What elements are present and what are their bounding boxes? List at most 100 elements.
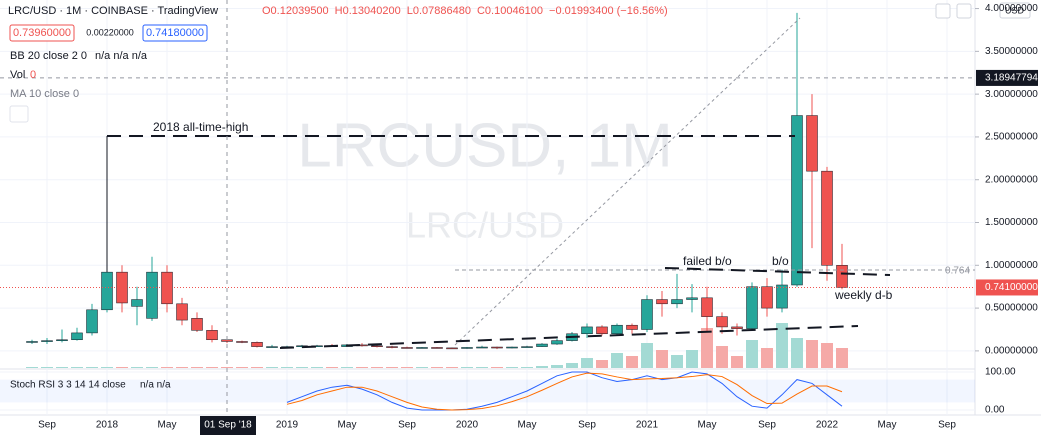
volume-bar [341,367,353,368]
volume-bar [656,350,668,368]
ohlc-value: −0.01993400 (−16.56%) [549,5,668,17]
volume-bar [101,367,113,368]
currency-select[interactable] [999,2,1031,19]
buy-button[interactable] [142,24,208,42]
candle-body [116,271,128,304]
candle-body [581,326,593,335]
candle-body [101,271,113,311]
volume-bar [506,367,518,368]
candle-body [671,299,683,305]
buy-price[interactable]: 0.74180000 [146,27,204,39]
volume-bar [731,356,743,368]
x-tick-label: May [698,420,717,431]
sell-button[interactable] [9,24,75,42]
watermark-pair: LRC/USD [406,205,564,246]
volume-bar [746,340,758,368]
candle-body [776,284,788,309]
stoch-line [286,372,843,411]
volume-bar [266,367,278,368]
candle-body [656,299,668,305]
y-tick-label: 0.50000000 [985,303,1038,314]
volume-bar [116,367,128,368]
volume-bar [671,355,683,368]
crosshair-price-box [976,69,1038,86]
volume-bar [761,348,773,368]
candle-body [146,271,158,319]
annotation: 2018 all-time-high [153,120,248,134]
x-tick-label: 2022 [816,420,839,431]
volume-bar [251,367,263,368]
candle-body [686,297,698,300]
annotation: 0.764 [945,266,970,277]
volume-bar [281,367,293,368]
y-tick-label: 1.50000000 [985,217,1038,228]
volume-bar [236,367,248,368]
x-tick-label: 2019 [276,420,299,431]
indicator-ma: MA 10 close 0 [10,88,79,100]
last-price-label: 0.74100000 [985,282,1038,293]
candle-body [746,286,758,329]
volume-bar [551,365,563,368]
volume-bar [296,367,308,368]
indicator-vol-value: 0 [30,69,36,81]
candle-body [191,318,203,331]
ohlc-value: O0.12039500 [262,5,329,17]
collapse-button[interactable] [9,105,29,123]
candle-body [431,347,443,349]
candle-body [731,326,743,329]
annotation: weekly d-b [834,288,893,302]
y-tick-label: 0.00000000 [985,346,1038,357]
candle-body [461,347,473,349]
stoch-line [286,371,843,411]
y-tick-label: 1.00000000 [985,260,1038,271]
candle-body [416,347,428,349]
volume-bar [131,367,143,368]
x-tick-label: Sep [578,420,596,431]
candle-body [221,339,233,342]
volume-bar [326,367,338,368]
x-tick-label: Sep [398,420,416,431]
crosshair-date-box [200,416,256,435]
candle-body [506,346,518,349]
volume-bar [581,358,593,368]
volume-bar [221,367,233,368]
support-line [279,325,859,349]
volume-bar [26,367,38,368]
indicator-vol: Vol [10,69,25,81]
candle-body [716,316,728,328]
currency[interactable]: USD [1005,5,1025,15]
volume-bar [566,363,578,368]
symbol-title: LRC/USD · 1M · COINBASE · TradingView [8,5,218,17]
x-tick-label: May [518,420,537,431]
y-tick-label: 3.50000000 [985,46,1038,57]
volume-bar [161,367,173,368]
x-tick-label: May [158,420,177,431]
candle-body [611,324,623,335]
candle-body [821,170,833,266]
x-tick-label: May [338,420,357,431]
volume-bar [701,328,713,368]
volume-bar [626,356,638,368]
scroll-button[interactable] [935,3,951,19]
x-tick-label: 2021 [636,420,659,431]
volume-bar [476,367,488,368]
candle-body [761,286,773,309]
indicator-bb-values: n/a n/a n/a [95,50,148,62]
x-tick-label: 2018 [96,420,119,431]
volume-bar [446,367,458,368]
y-tick-label: 3.00000000 [985,89,1038,100]
indicator-stoch: Stoch RSI 3 3 14 14 close [10,380,126,391]
indicator-stoch-values: n/a n/a [140,380,171,391]
volume-bar [686,350,698,368]
ohlc-value: L0.07886480 [407,5,471,17]
sell-price[interactable]: 0.73960000 [13,27,71,39]
volume-bar [611,353,623,368]
x-tick-label: Sep [938,420,956,431]
candle-body [386,346,398,348]
x-tick-label: May [878,420,897,431]
candle-body [446,347,458,350]
volume-bar [416,367,428,368]
volume-bar [836,348,848,368]
reset-button[interactable] [956,3,972,19]
